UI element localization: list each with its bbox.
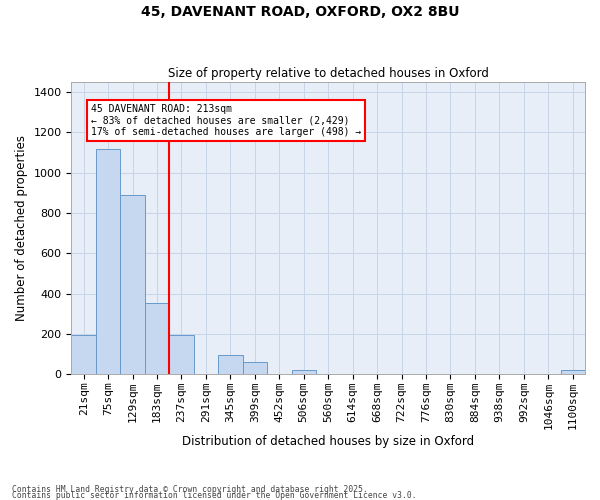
Bar xyxy=(169,335,194,374)
Text: Contains public sector information licensed under the Open Government Licence v3: Contains public sector information licen… xyxy=(12,490,416,500)
Bar xyxy=(145,303,169,374)
Text: 45, DAVENANT ROAD, OXFORD, OX2 8BU: 45, DAVENANT ROAD, OXFORD, OX2 8BU xyxy=(141,5,459,19)
X-axis label: Distribution of detached houses by size in Oxford: Distribution of detached houses by size … xyxy=(182,434,474,448)
Title: Size of property relative to detached houses in Oxford: Size of property relative to detached ho… xyxy=(168,66,488,80)
Text: 45 DAVENANT ROAD: 213sqm
← 83% of detached houses are smaller (2,429)
17% of sem: 45 DAVENANT ROAD: 213sqm ← 83% of detach… xyxy=(91,104,361,138)
Bar xyxy=(71,335,96,374)
Text: Contains HM Land Registry data © Crown copyright and database right 2025.: Contains HM Land Registry data © Crown c… xyxy=(12,484,368,494)
Bar xyxy=(242,362,267,374)
Bar xyxy=(218,354,242,374)
Bar xyxy=(292,370,316,374)
Bar xyxy=(121,195,145,374)
Bar xyxy=(560,370,585,374)
Y-axis label: Number of detached properties: Number of detached properties xyxy=(15,135,28,321)
Bar xyxy=(96,149,121,374)
